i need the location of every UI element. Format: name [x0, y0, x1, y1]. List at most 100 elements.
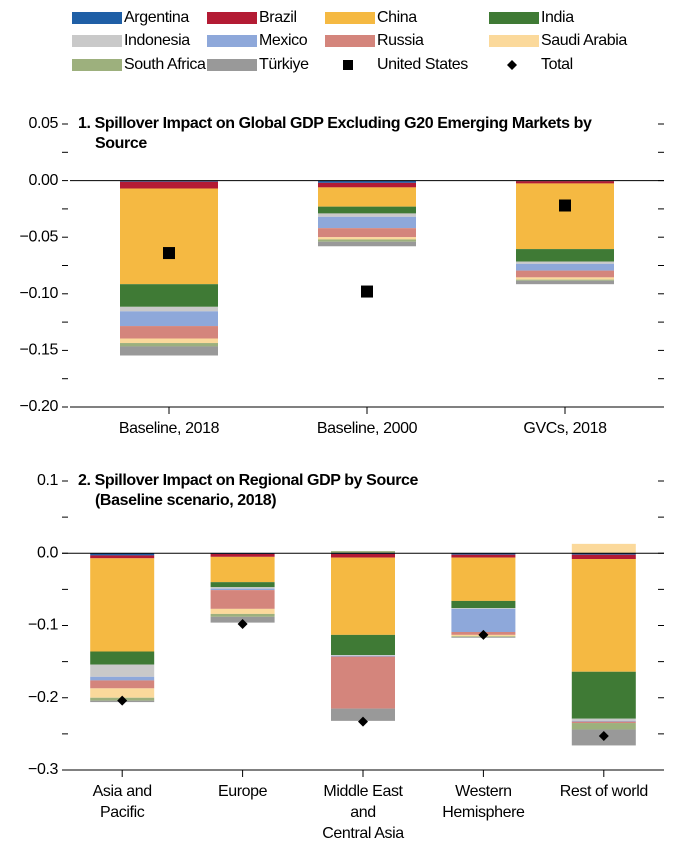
x-tick-label-line: Middle East	[323, 783, 403, 800]
total-marker	[478, 629, 489, 640]
legend-label: Indonesia	[124, 32, 190, 49]
panel-title: 2. Spillover Impact on Regional GDP by S…	[78, 472, 419, 489]
bar-segment	[210, 587, 275, 589]
us-marker	[361, 285, 373, 298]
bar-segment	[331, 557, 395, 635]
legend-marker	[507, 60, 517, 70]
bar-segment	[516, 261, 614, 264]
bar-segment	[331, 655, 395, 656]
bar-segment	[210, 556, 275, 583]
total-marker	[117, 695, 128, 706]
panel-subtitle: (Baseline scenario, 2018)	[95, 492, 277, 509]
bar-segment	[516, 279, 614, 281]
bar-segment	[331, 656, 395, 709]
x-tick-label-line: Europe	[218, 783, 268, 800]
bar-segment	[120, 311, 218, 327]
total-marker	[598, 731, 609, 742]
bar-segment	[516, 277, 614, 280]
bar-segment	[331, 553, 395, 558]
bar-segment	[120, 346, 218, 356]
x-tick-label-line: and	[350, 804, 376, 821]
bar-segment	[120, 306, 218, 312]
y-tick-label: −0.05	[20, 228, 59, 245]
bar-segment	[571, 543, 636, 554]
y-tick-label: 0.00	[28, 172, 58, 189]
bar-segment	[318, 206, 416, 214]
bar-segment	[120, 326, 218, 339]
bar-segment	[210, 588, 275, 591]
bar-segment	[318, 182, 416, 188]
legend-swatch	[325, 12, 375, 24]
legend-label: United States	[377, 56, 468, 73]
bar-segment	[120, 338, 218, 344]
legend-label: Saudi Arabia	[541, 32, 627, 49]
bar-segment	[318, 239, 416, 242]
y-tick-label: 0.1	[37, 472, 59, 489]
total-marker	[237, 619, 248, 630]
bar-segment	[210, 613, 275, 617]
bar-segment	[571, 559, 636, 672]
legend-swatch	[325, 35, 375, 47]
bar-segment	[516, 181, 614, 184]
legend-label: Brazil	[259, 9, 297, 26]
legend-label: Türkiye	[259, 56, 309, 73]
y-tick-label: −0.20	[20, 398, 59, 415]
legend-label: China	[377, 9, 417, 26]
bar-segment	[318, 216, 416, 229]
us-marker	[559, 199, 571, 212]
bar-segment	[571, 718, 636, 721]
bar-segment	[318, 187, 416, 207]
total-marker	[358, 716, 368, 727]
legend-swatch	[72, 12, 122, 24]
bar-segment	[331, 551, 395, 554]
x-tick-label: Western Hemisphere	[442, 783, 525, 821]
bar-segment	[90, 651, 155, 665]
y-tick-label: −0.2	[28, 689, 58, 706]
x-tick-label-line: Pacific	[100, 804, 145, 821]
bar-segment	[210, 553, 275, 557]
bar-segment	[90, 558, 155, 652]
y-tick-label: 0.05	[28, 115, 58, 132]
bar-segment	[571, 721, 636, 724]
x-tick-label: GVCs, 2018	[523, 420, 607, 437]
legend-label: India	[541, 9, 574, 26]
bar-segment	[318, 241, 416, 247]
bar-segment	[210, 608, 275, 614]
legend-swatch	[207, 59, 257, 71]
bar-segment	[331, 655, 395, 657]
us-marker	[163, 247, 175, 260]
bar-segment	[90, 676, 155, 681]
x-tick-label: Asia and Pacific	[93, 783, 152, 821]
bar-segment	[451, 553, 516, 555]
bar-segment	[120, 180, 218, 182]
legend-swatch	[207, 35, 257, 47]
bar-segment	[451, 608, 516, 609]
legend-swatch	[207, 12, 257, 24]
x-tick-label-line: Asia and	[93, 783, 152, 800]
legend-swatch	[72, 35, 122, 47]
legend-label: Argentina	[124, 9, 189, 26]
bar-segment	[210, 582, 275, 588]
x-tick-label-line: Hemisphere	[442, 804, 525, 821]
bar-segment	[516, 263, 614, 271]
bar-segment	[571, 720, 636, 722]
x-tick-label: Rest of world	[560, 783, 648, 800]
bar-segment	[516, 249, 614, 262]
x-tick-label-line: Western	[455, 783, 511, 800]
bar-segment	[571, 554, 636, 560]
legend-label: Total	[541, 56, 573, 73]
panel-title-block: 2. Spillover Impact on Regional GDP by S…	[78, 471, 595, 511]
panel-title: 1. Spillover Impact on Global GDP Exclud…	[78, 115, 592, 152]
x-tick-label: Baseline, 2018	[119, 420, 220, 437]
bar-segment	[120, 188, 218, 285]
bar-segment	[90, 680, 155, 689]
legend-swatch	[72, 59, 122, 71]
x-tick-label: Baseline, 2000	[317, 420, 418, 437]
bar-segment	[90, 688, 155, 698]
bar-segment	[516, 280, 614, 285]
bar-segment	[571, 723, 636, 730]
legend-label: Mexico	[259, 32, 308, 49]
bar-segment	[451, 557, 516, 601]
y-tick-label: −0.10	[20, 285, 59, 302]
